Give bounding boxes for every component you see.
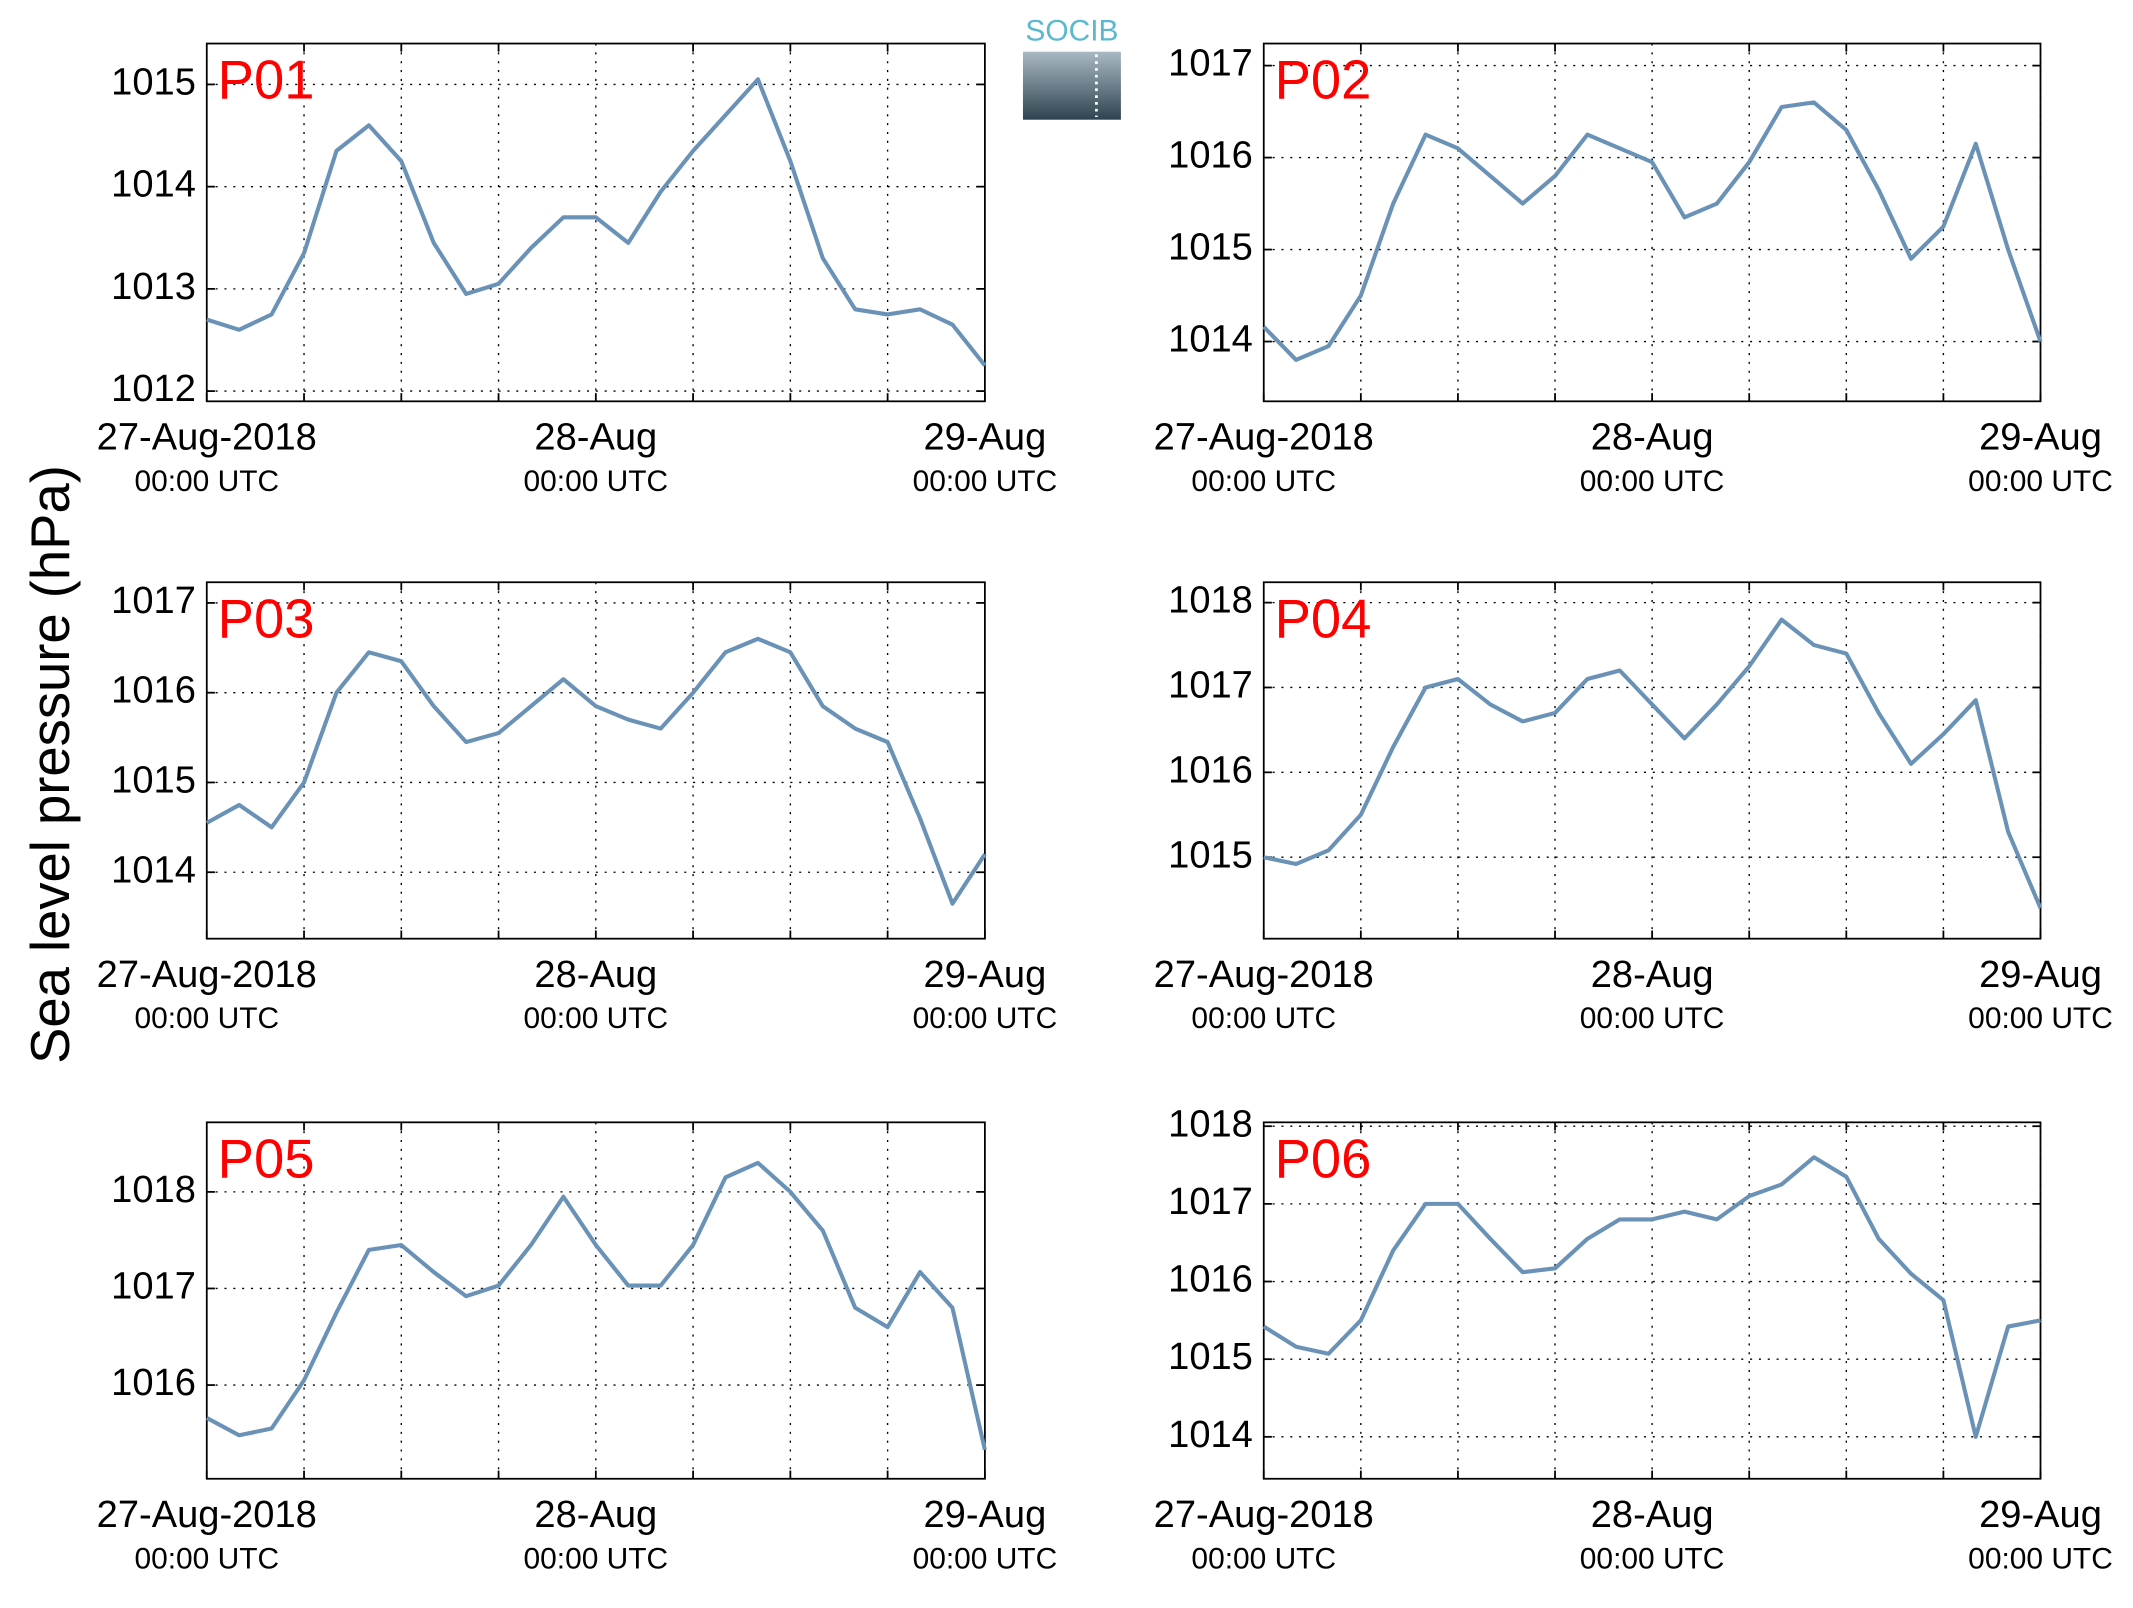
x-tick-label: 29-Aug xyxy=(1979,1494,2102,1536)
subplot: 1014 1015 1016 1017 1018 27-Aug-2018 00:00 UTC… xyxy=(1154,1103,2113,1575)
x-tick-sublabel: 00:00 UTC xyxy=(134,1542,279,1575)
y-tick-label: 1017 xyxy=(1168,1181,1253,1223)
x-tick-sublabel: 00:00 UTC xyxy=(1968,465,2113,498)
y-tick-label: 1015 xyxy=(111,61,196,103)
x-tick-sublabel: 00:00 UTC xyxy=(1968,1542,2113,1575)
subplot: 1015 1016 1017 1018 27-Aug-2018 00:00 UTC 28-A… xyxy=(1154,580,2113,1036)
subplot: 1016 1017 1018 27-Aug-2018 00:00 UTC 28-Aug 00… xyxy=(97,1121,1058,1575)
x-tick-sublabel: 00:00 UTC xyxy=(1968,1002,2113,1035)
y-tick-label: 1017 xyxy=(1168,43,1253,85)
x-tick-sublabel: 00:00 UTC xyxy=(524,465,669,498)
logo-block xyxy=(1022,51,1121,120)
x-tick-label: 27-Aug-2018 xyxy=(1154,416,1374,458)
data-line xyxy=(206,77,987,367)
subplot-title: P02 xyxy=(1275,50,1372,111)
x-tick-sublabel: 00:00 UTC xyxy=(1191,1542,1336,1575)
x-tick-label: 28-Aug xyxy=(534,954,657,996)
subplot: 1012 1013 1014 1015 27-Aug-2018 00:00 UTC 28-A… xyxy=(97,42,1058,498)
x-tick-sublabel: 00:00 UTC xyxy=(1191,465,1336,498)
x-tick-sublabel: 00:00 UTC xyxy=(913,1002,1058,1035)
x-tick-label: 27-Aug-2018 xyxy=(97,954,317,996)
data-line xyxy=(1262,1155,2041,1439)
subplot-title: P03 xyxy=(218,588,315,649)
subplot: 1014 1015 1016 1017 27-Aug-2018 00:00 UTC 28-A… xyxy=(97,580,1058,1035)
y-tick-label: 1014 xyxy=(111,164,196,206)
y-tick-label: 1017 xyxy=(111,1266,196,1308)
y-tick-label: 1017 xyxy=(111,580,196,622)
data-line xyxy=(205,1160,987,1451)
y-tick-label: 1012 xyxy=(111,368,196,410)
x-tick-label: 29-Aug xyxy=(1979,416,2102,458)
y-tick-label: 1018 xyxy=(1168,1103,1253,1145)
x-tick-sublabel: 00:00 UTC xyxy=(524,1002,669,1035)
data-line xyxy=(1263,617,2043,909)
x-tick-sublabel: 00:00 UTC xyxy=(913,1542,1058,1575)
x-tick-label: 27-Aug-2018 xyxy=(97,1494,317,1536)
y-tick-label: 1013 xyxy=(111,266,196,308)
x-tick-sublabel: 00:00 UTC xyxy=(524,1542,669,1575)
subplot-title: P05 xyxy=(218,1129,315,1190)
x-tick-label: 28-Aug xyxy=(534,416,657,458)
logo: SOCIB xyxy=(1022,15,1121,120)
subplot: 1014 1015 1016 1017 27-Aug-2018 00:00 UTC 28-A… xyxy=(1154,42,2113,498)
x-tick-label: 29-Aug xyxy=(923,954,1046,996)
y-tick-label: 1015 xyxy=(1168,227,1253,269)
y-tick-label: 1016 xyxy=(111,670,196,712)
x-tick-label: 27-Aug-2018 xyxy=(97,416,317,458)
y-tick-label: 1018 xyxy=(1168,580,1253,622)
y-tick-label: 1017 xyxy=(1168,665,1253,707)
x-tick-label: 29-Aug xyxy=(923,1494,1046,1536)
x-tick-sublabel: 00:00 UTC xyxy=(1580,1542,1725,1575)
y-tick-label: 1014 xyxy=(1168,319,1253,361)
x-tick-label: 27-Aug-2018 xyxy=(1154,1494,1374,1536)
y-tick-label: 1014 xyxy=(1168,1414,1253,1456)
y-axis-label: Sea level pressure (hPa) xyxy=(20,465,81,1064)
y-tick-label: 1015 xyxy=(1168,834,1253,876)
x-tick-label: 28-Aug xyxy=(1591,416,1714,458)
axes-frame xyxy=(1262,581,2042,940)
x-tick-label: 29-Aug xyxy=(1979,954,2102,996)
x-tick-sublabel: 00:00 UTC xyxy=(913,465,1058,498)
y-tick-label: 1015 xyxy=(111,760,196,802)
y-tick-label: 1015 xyxy=(1168,1336,1253,1378)
y-tick-label: 1016 xyxy=(1168,1259,1253,1301)
axes-frame xyxy=(1262,1121,2042,1480)
x-tick-label: 28-Aug xyxy=(1591,1494,1714,1536)
logo-text: SOCIB xyxy=(1025,15,1118,48)
axes-frame xyxy=(205,581,986,940)
x-tick-sublabel: 00:00 UTC xyxy=(1191,1002,1336,1035)
data-line xyxy=(205,636,987,906)
x-tick-label: 29-Aug xyxy=(923,416,1046,458)
x-tick-label: 28-Aug xyxy=(534,1494,657,1536)
axes-frame xyxy=(205,1121,986,1480)
axes-frame xyxy=(1262,42,2042,403)
y-tick-label: 1016 xyxy=(1168,749,1253,791)
subplot-title: P04 xyxy=(1275,588,1372,649)
y-tick-label: 1018 xyxy=(111,1169,196,1211)
subplot-title: P06 xyxy=(1275,1129,1372,1190)
x-tick-sublabel: 00:00 UTC xyxy=(1580,1002,1725,1035)
data-line xyxy=(1262,100,2043,362)
subplot-title: P01 xyxy=(218,50,315,111)
x-tick-label: 27-Aug-2018 xyxy=(1154,954,1374,996)
x-tick-sublabel: 00:00 UTC xyxy=(1580,465,1725,498)
axes-frame xyxy=(205,42,986,403)
y-tick-label: 1014 xyxy=(111,849,196,891)
y-tick-label: 1016 xyxy=(111,1362,196,1404)
y-tick-label: 1016 xyxy=(1168,135,1253,177)
x-tick-label: 28-Aug xyxy=(1591,954,1714,996)
x-tick-sublabel: 00:00 UTC xyxy=(134,465,279,498)
x-tick-sublabel: 00:00 UTC xyxy=(134,1002,279,1035)
